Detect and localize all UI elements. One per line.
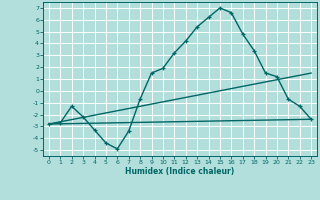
X-axis label: Humidex (Indice chaleur): Humidex (Indice chaleur) [125, 167, 235, 176]
